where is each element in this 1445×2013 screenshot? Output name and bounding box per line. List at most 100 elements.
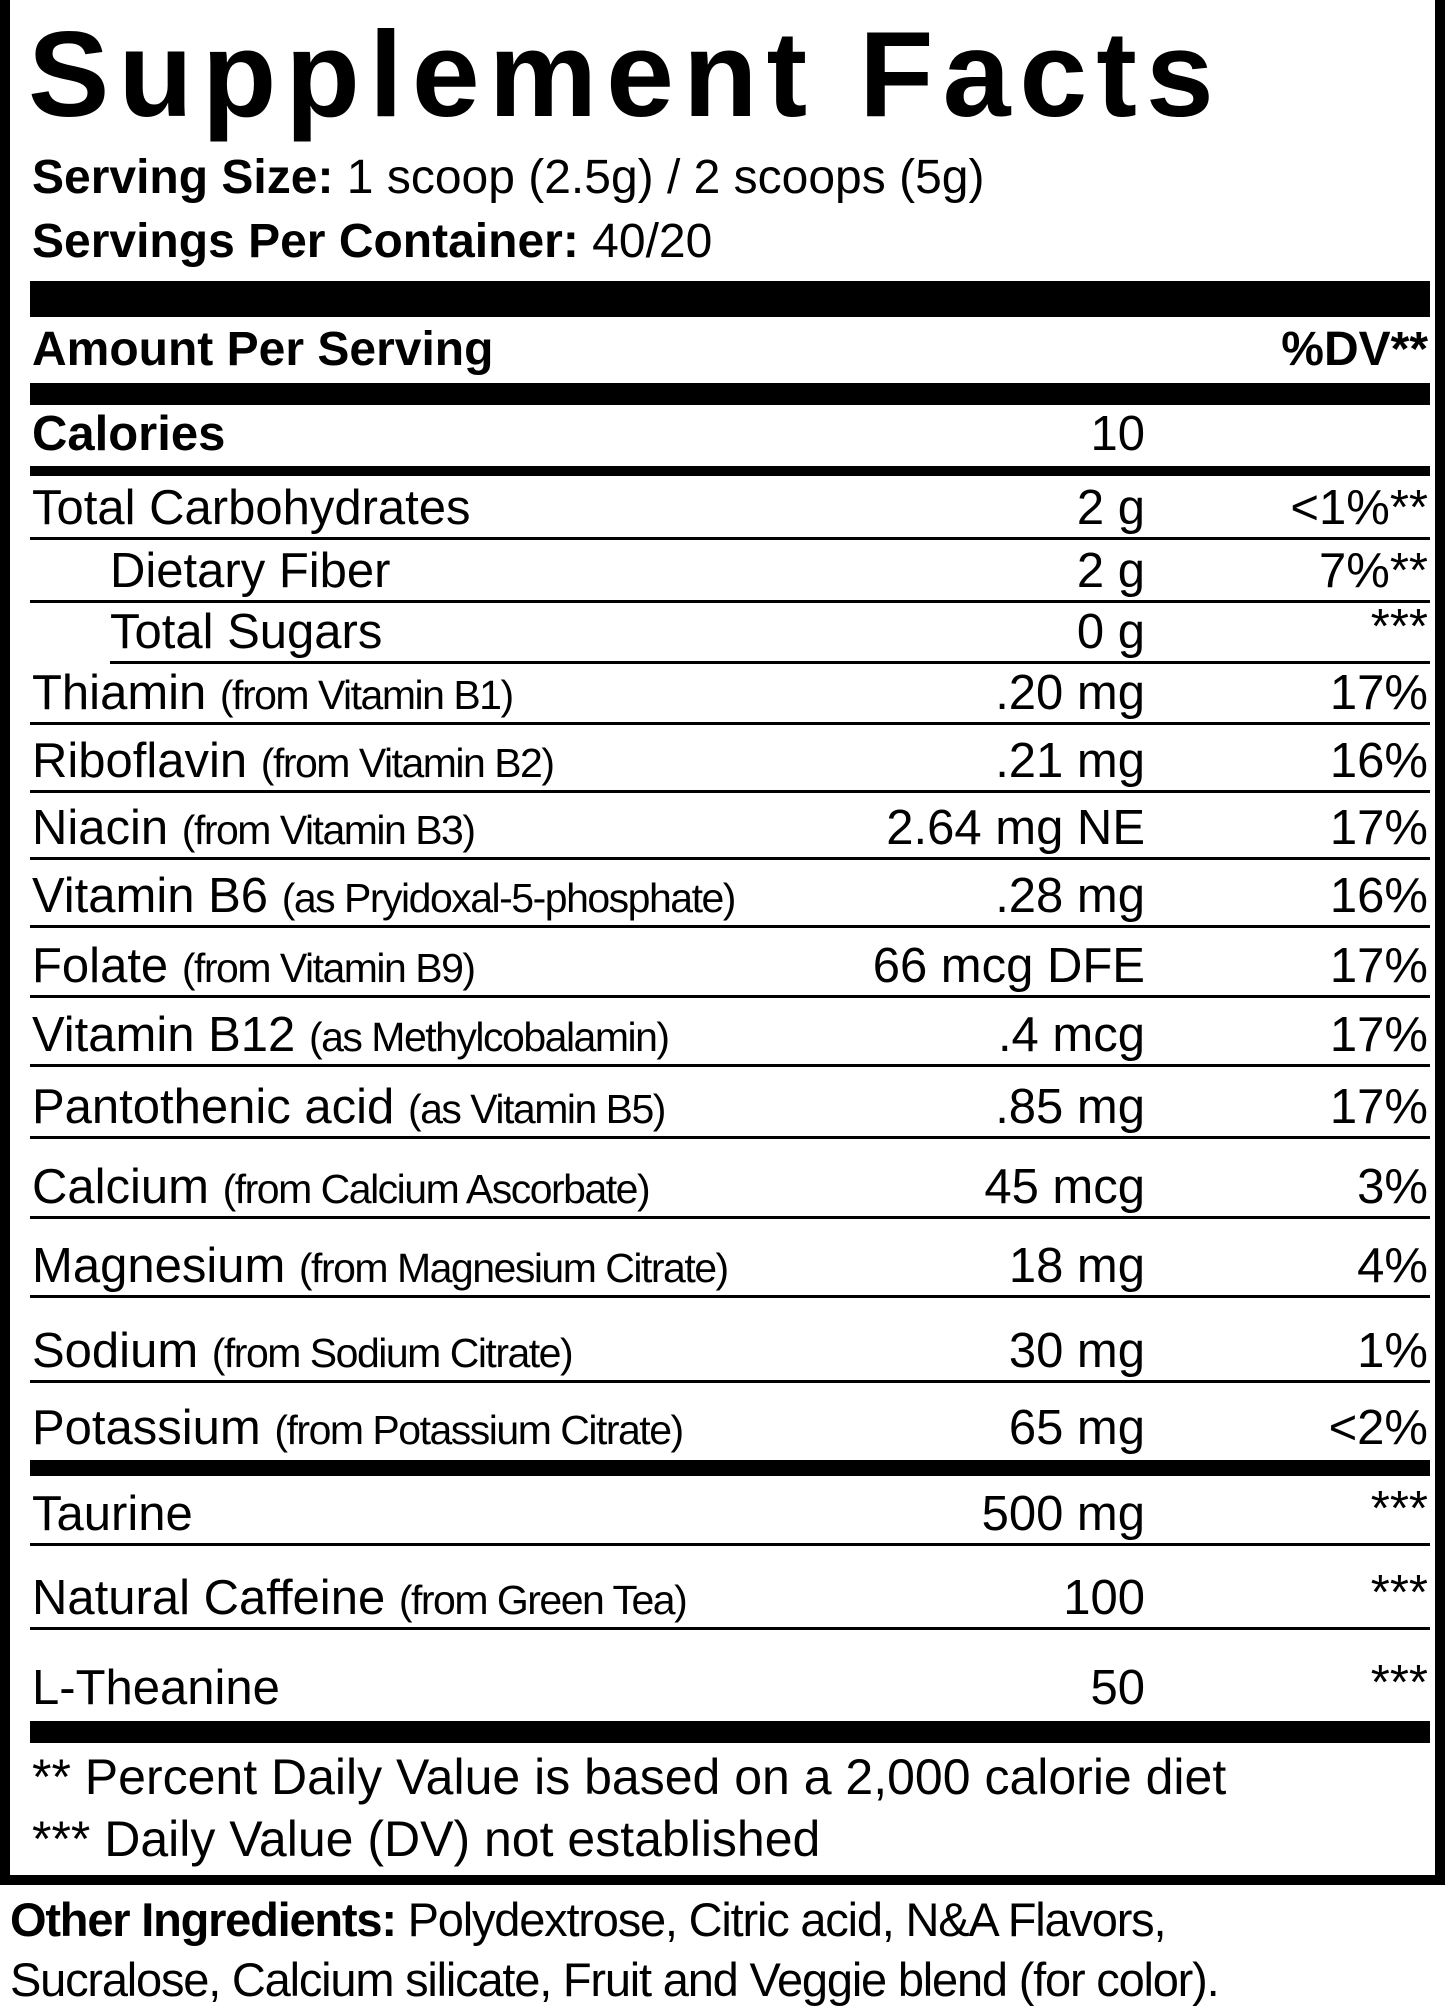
nutrient-row: Calcium (from Calcium Ascorbate) 45 mcg 3%: [30, 1139, 1430, 1219]
nutrient-name: Taurine: [32, 1486, 193, 1541]
nutrient-label: L-Theanine: [32, 1660, 280, 1715]
nutrient-dv: ***: [1370, 600, 1428, 654]
nutrient-name: Total Sugars: [110, 604, 383, 659]
nutrient-row: L-Theanine 50 ***: [30, 1630, 1430, 1720]
nutrient-name: Pantothenic acid (as Vitamin B5): [32, 1081, 666, 1133]
nutrient-name: Magnesium (from Magnesium Citrate): [32, 1238, 729, 1293]
nutrient-name: Riboflavin (from Vitamin B2): [32, 735, 555, 787]
nutrient-row: Sodium (from Sodium Citrate) 30 mg 1%: [30, 1298, 1430, 1383]
nutrient-row: Magnesium (from Magnesium Citrate) 18 mg 4…: [30, 1219, 1430, 1298]
nutrient-dv: 17%: [1329, 665, 1428, 720]
other-ingredients-line-2: Sucralose, Calcium silicate, Fruit and V…: [10, 1953, 1220, 2006]
serving-size-label: Serving Size:: [32, 151, 334, 204]
nutrient-row: Natural Caffeine (from Green Tea) 100 ***: [30, 1546, 1430, 1630]
nutrient-amount: 2 g: [1076, 480, 1145, 535]
supplement-facts-panel: [0, 0, 1445, 1885]
nutrient-amount: 100: [1063, 1570, 1145, 1625]
nutrient-dv: 17%: [1329, 1079, 1428, 1134]
nutrient-dv: ***: [1370, 1482, 1428, 1536]
nutrient-label: Dietary Fiber: [110, 543, 391, 598]
serving-size-value: 1 scoop (2.5g) / 2 scoops (5g): [346, 151, 985, 204]
nutrient-row: Taurine 500 mg ***: [30, 1476, 1430, 1546]
divider-thick: [30, 281, 1430, 317]
nutrient-source: (as Pryidoxal-5-phosphate): [281, 874, 737, 921]
nutrient-amount: 0 g: [1076, 604, 1145, 659]
nutrient-label: Niacin: [32, 800, 169, 855]
nutrient-label: Thiamin: [32, 665, 207, 720]
nutrient-amount: .4 mcg: [997, 1007, 1145, 1062]
nutrient-name: Vitamin B12 (as Methylcobalamin): [32, 1007, 670, 1062]
servings-per-container-label: Servings Per Container:: [32, 215, 579, 268]
nutrient-amount: 500 mg: [981, 1486, 1145, 1541]
nutrient-row: Vitamin B6 (as Pryidoxal-5-phosphate) .28…: [30, 860, 1430, 928]
row-divider: [30, 1627, 1430, 1630]
nutrient-row: Riboflavin (from Vitamin B2) .21 mg 16%: [30, 725, 1430, 793]
row-divider: [30, 722, 1430, 725]
amount-per-serving-label: Amount Per Serving: [32, 322, 494, 376]
nutrient-label: Folate: [32, 938, 169, 993]
divider-thick: [30, 383, 1430, 405]
nutrient-amount: .85 mg: [995, 1079, 1145, 1134]
nutrient-label: Potassium: [32, 1400, 261, 1455]
row-divider: [30, 1216, 1430, 1219]
nutrient-label: Natural Caffeine: [32, 1570, 386, 1625]
nutrient-dv: ***: [1370, 1656, 1428, 1710]
nutrient-label: Taurine: [32, 1486, 193, 1541]
nutrient-source: (from Potassium Citrate): [274, 1406, 684, 1453]
nutrient-label: Sodium: [32, 1323, 199, 1378]
nutrient-source: (as Methylcobalamin): [308, 1013, 670, 1060]
nutrient-label: Vitamin B12: [32, 1007, 296, 1062]
nutrient-source: (from Vitamin B3): [181, 806, 476, 853]
row-divider: [30, 1380, 1430, 1383]
nutrient-amount: 45 mcg: [984, 1159, 1145, 1214]
row-divider: [30, 600, 1430, 603]
nutrient-dv: 4%: [1357, 1238, 1428, 1293]
row-divider: [30, 1136, 1430, 1139]
divider-thick: [30, 1460, 1430, 1476]
row-divider: [30, 537, 1430, 540]
nutrient-dv: <2%: [1328, 1400, 1428, 1455]
nutrient-name: Total Carbohydrates: [32, 480, 471, 535]
nutrient-dv: 17%: [1329, 800, 1428, 855]
nutrient-dv: 1%: [1357, 1323, 1428, 1378]
nutrient-label: Magnesium: [32, 1238, 286, 1293]
nutrient-row: Dietary Fiber 2 g 7%**: [30, 540, 1430, 603]
nutrient-dv: 16%: [1329, 868, 1428, 923]
nutrient-label: Total Sugars: [110, 604, 383, 659]
nutrient-source: (from Vitamin B9): [181, 944, 476, 991]
nutrient-source: (from Sodium Citrate): [211, 1329, 574, 1376]
nutrient-row: Total Carbohydrates 2 g <1%**: [30, 476, 1430, 540]
nutrient-source: (from Vitamin B2): [260, 739, 555, 786]
nutrient-source: (from Vitamin B1): [219, 671, 514, 718]
serving-size: Serving Size: 1 scoop (2.5g) / 2 scoops …: [32, 150, 984, 206]
nutrient-amount: 2.64 mg NE: [886, 800, 1145, 855]
nutrient-label: Total Carbohydrates: [32, 480, 471, 535]
nutrient-name: L-Theanine: [32, 1660, 280, 1715]
row-divider: [30, 1543, 1430, 1546]
nutrient-name: Folate (from Vitamin B9): [32, 938, 476, 993]
nutrient-amount: 50: [1090, 1660, 1145, 1715]
nutrient-dv: 17%: [1329, 938, 1428, 993]
divider-thick: [30, 466, 1430, 476]
nutrient-name: Thiamin (from Vitamin B1): [32, 665, 514, 720]
nutrient-name: Calories: [32, 408, 225, 460]
nutrient-amount: 10: [1090, 406, 1145, 461]
nutrient-row: Calories 10: [30, 405, 1430, 466]
panel-title: Supplement Facts: [28, 6, 1223, 142]
row-divider: [30, 1064, 1430, 1067]
nutrient-name: Niacin (from Vitamin B3): [32, 800, 476, 855]
table-header: Amount Per Serving %DV**: [32, 317, 1428, 383]
nutrient-dv: 7%**: [1319, 543, 1428, 598]
nutrient-label: Vitamin B6: [32, 868, 269, 923]
nutrient-row: Potassium (from Potassium Citrate) 65 mg <…: [30, 1383, 1430, 1460]
nutrient-amount: 66 mcg DFE: [872, 938, 1145, 993]
nutrient-amount: 30 mg: [1008, 1323, 1145, 1378]
nutrient-source: (from Magnesium Citrate): [298, 1244, 729, 1291]
servings-per-container: Servings Per Container: 40/20: [32, 214, 712, 270]
nutrient-row: Folate (from Vitamin B9) 66 mcg DFE 17%: [30, 928, 1430, 998]
row-divider: [110, 661, 1430, 664]
divider-thick: [30, 1721, 1430, 1743]
nutrient-dv: 16%: [1329, 733, 1428, 788]
nutrient-dv: 17%: [1329, 1007, 1428, 1062]
nutrient-name: Vitamin B6 (as Pryidoxal-5-phosphate): [32, 868, 737, 923]
